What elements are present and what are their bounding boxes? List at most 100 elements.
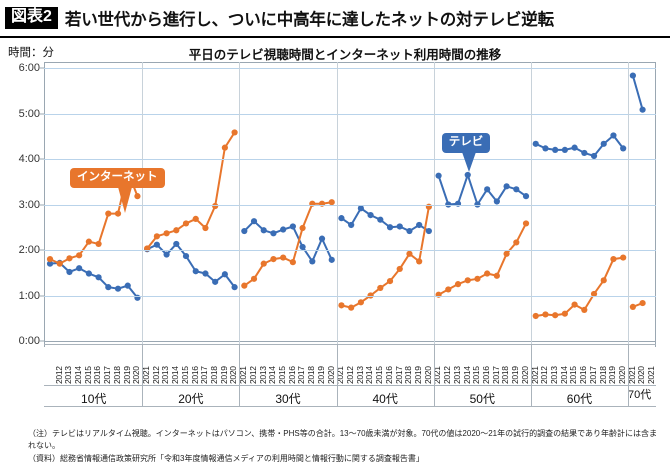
data-point xyxy=(192,215,199,223)
group-label-6: 60代 xyxy=(566,392,593,406)
data-point xyxy=(386,277,394,285)
x-tick-label: 2015 xyxy=(276,366,287,384)
data-point xyxy=(231,284,238,291)
series-line-internet xyxy=(534,256,625,317)
gridline xyxy=(44,341,656,342)
data-point xyxy=(309,258,316,265)
y-tick-label: 2:00 xyxy=(18,244,40,256)
data-point xyxy=(124,282,131,289)
data-point xyxy=(590,152,598,160)
data-point xyxy=(221,271,228,278)
group-separator-plot xyxy=(239,62,241,344)
data-point xyxy=(56,260,63,267)
data-point xyxy=(105,284,112,291)
callout-internet-label: インターネット xyxy=(77,170,158,183)
data-point xyxy=(513,186,520,193)
data-point xyxy=(328,199,335,206)
xaxis-band-bottom xyxy=(44,385,656,386)
x-tick-label: 2016 xyxy=(92,366,103,384)
footnotes: （注）テレビはリアルタイム視聴。インターネットはパソコン、携帯・PHS等の合計。… xyxy=(28,428,658,465)
x-tick-label: 2015 xyxy=(568,366,579,384)
data-point xyxy=(202,270,209,277)
x-tick-label: 2013 xyxy=(451,366,462,384)
data-point xyxy=(377,216,384,223)
data-point xyxy=(620,254,627,261)
data-point xyxy=(173,227,180,234)
x-tick-label: 2016 xyxy=(480,366,491,384)
x-tick-label: 2018 xyxy=(208,366,219,384)
x-tick-label: 2014 xyxy=(364,366,375,384)
y-tick-mark xyxy=(40,340,45,342)
series-line-internet xyxy=(146,131,236,250)
group-separator xyxy=(530,344,532,406)
data-point xyxy=(542,311,549,318)
data-point xyxy=(153,233,160,240)
data-point xyxy=(561,310,568,317)
group-separator xyxy=(142,344,144,406)
gridline xyxy=(44,250,656,251)
data-point xyxy=(561,146,568,153)
data-point xyxy=(639,299,646,307)
x-tick-label: 2018 xyxy=(500,366,511,384)
series-line-tv xyxy=(243,220,333,263)
data-point xyxy=(280,226,287,233)
x-tick-label: 2016 xyxy=(578,366,589,384)
xaxis-band-top xyxy=(44,344,656,345)
series-line-internet xyxy=(340,205,430,309)
series-line-tv xyxy=(49,261,139,299)
callout-tv: テレビ xyxy=(441,132,491,173)
x-tick-label: 2019 xyxy=(412,366,423,384)
callout-tv-label: テレビ xyxy=(448,135,484,148)
series-line-tv xyxy=(631,74,644,111)
data-point xyxy=(639,106,646,113)
data-point xyxy=(474,275,481,282)
data-point xyxy=(163,251,170,258)
group-separator-plot xyxy=(530,62,532,344)
data-point xyxy=(76,265,83,272)
data-point xyxy=(85,238,92,245)
x-tick-label: 2012 xyxy=(344,366,355,384)
data-point xyxy=(46,260,54,267)
y-tick-mark xyxy=(40,158,45,160)
data-point xyxy=(454,281,462,288)
data-point xyxy=(357,299,364,306)
x-tick-label: 2021 xyxy=(646,366,657,384)
header-divider xyxy=(0,36,670,38)
gridline xyxy=(44,113,656,115)
data-point xyxy=(367,292,374,299)
data-point xyxy=(250,218,258,225)
x-tick-label: 2018 xyxy=(306,366,317,384)
data-point xyxy=(484,270,491,277)
data-point xyxy=(270,230,277,237)
data-point xyxy=(522,220,530,227)
data-point xyxy=(552,312,559,319)
group-separator xyxy=(628,344,630,406)
x-tick-label: 2015 xyxy=(374,366,385,384)
x-tick-label: 2020 xyxy=(636,366,647,384)
x-tick-label: 2017 xyxy=(587,366,598,384)
data-point xyxy=(280,254,287,261)
y-tick-label: 1:00 xyxy=(18,289,40,302)
data-point xyxy=(600,140,607,147)
data-point xyxy=(629,303,636,310)
x-tick-label: 2020 xyxy=(228,366,239,384)
data-point xyxy=(464,277,471,284)
y-tick-mark xyxy=(40,295,45,296)
series-line-internet xyxy=(437,222,528,296)
data-point xyxy=(532,312,539,320)
data-point xyxy=(406,250,413,257)
data-point xyxy=(192,268,199,275)
data-point xyxy=(348,221,355,229)
data-point xyxy=(289,259,296,266)
group-label-2: 20代 xyxy=(178,392,204,406)
y-tick-mark xyxy=(40,113,45,114)
data-point xyxy=(241,227,248,235)
x-tick-label: 2016 xyxy=(383,366,394,384)
group-separator xyxy=(239,344,241,406)
x-tick-label: 2017 xyxy=(199,366,210,384)
data-point xyxy=(153,241,160,248)
data-point xyxy=(66,268,73,276)
group-separator xyxy=(336,344,338,406)
plot-area xyxy=(44,68,656,342)
data-point xyxy=(173,240,180,248)
